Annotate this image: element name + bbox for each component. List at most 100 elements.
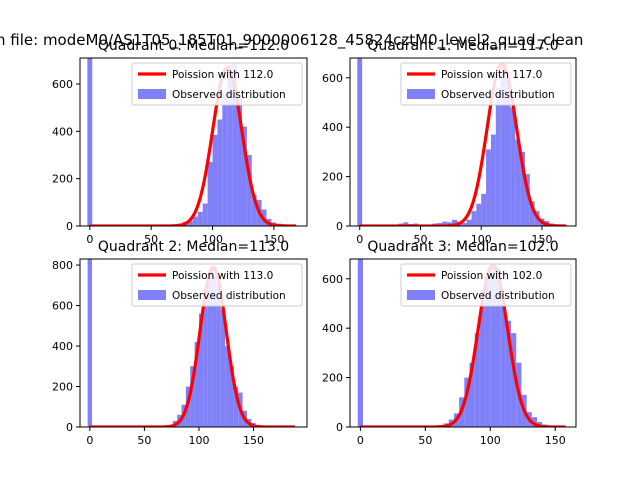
quadrant-1-histogram-bar bbox=[529, 201, 535, 226]
quadrant-1-histogram-bar bbox=[466, 219, 472, 226]
quadrant-1-histogram-bar bbox=[495, 87, 501, 226]
quadrant-0-histogram-bar bbox=[197, 211, 203, 226]
quadrant-2-ytick-label: 800 bbox=[52, 259, 73, 272]
quadrant-3-xtick-label: 100 bbox=[480, 434, 501, 447]
quadrant-3-ytick-label: 200 bbox=[322, 372, 343, 385]
quadrant-1-xtick-label: 100 bbox=[471, 233, 492, 246]
quadrant-1-legend-label-observed: Observed distribution bbox=[441, 89, 555, 101]
quadrant-2-histogram-bar bbox=[233, 386, 239, 427]
quadrant-2-histogram-bar bbox=[216, 285, 221, 427]
quadrant-0-histogram-bar bbox=[212, 134, 218, 226]
quadrant-2-legend-bar-swatch bbox=[138, 290, 166, 300]
quadrant-0-ytick-label: 200 bbox=[52, 173, 73, 186]
quadrant-1-histogram-bar bbox=[500, 62, 506, 226]
quadrant-3-xtick-label: 0 bbox=[357, 434, 364, 447]
quadrant-1-histogram-bar bbox=[452, 219, 457, 226]
quadrant-0-legend-label-poisson: Poission with 112.0 bbox=[172, 69, 273, 81]
quadrant-1-legend-box bbox=[400, 62, 572, 106]
quadrant-1-xtick-label: 0 bbox=[356, 233, 363, 246]
quadrant-1-title: Quadrant 1: Median=117.0 bbox=[367, 38, 558, 54]
quadrant-1-plot-area bbox=[357, 58, 568, 226]
quadrant-0-histogram-bar bbox=[237, 98, 242, 226]
quadrant-2-histogram-bar bbox=[207, 273, 213, 427]
quadrant-0-title: Quadrant 0: Median=112.0 bbox=[98, 38, 289, 54]
quadrant-0-histogram-bar bbox=[187, 220, 193, 226]
quadrant-3-title: Quadrant 3: Median=102.0 bbox=[367, 239, 558, 255]
quadrant-3-legend-label-poisson: Poission with 102.0 bbox=[441, 270, 542, 282]
quadrant-1-histogram-bar bbox=[461, 223, 467, 226]
quadrant-0-xtick-label: 100 bbox=[202, 233, 223, 246]
quadrant-3-histogram-bar bbox=[531, 417, 538, 427]
quadrant-2-ytick-label: 600 bbox=[52, 300, 73, 313]
quadrant-0-histogram-bar bbox=[222, 93, 228, 226]
quadrant-3-histogram-bar bbox=[474, 333, 480, 427]
quadrant-1-histogram-bar bbox=[476, 203, 482, 226]
quadrant-3-ytick-label: 600 bbox=[322, 273, 343, 286]
quadrant-3-histogram-bar bbox=[479, 303, 486, 427]
quadrant-2-legend-box bbox=[131, 263, 303, 307]
quadrant-1-histogram-bar bbox=[403, 222, 409, 226]
quadrant-2-histogram-bar bbox=[212, 267, 217, 427]
quadrant-2-legend-label-poisson: Poission with 113.0 bbox=[172, 270, 273, 282]
quadrant-1-ytick-label: 600 bbox=[322, 72, 343, 85]
quadrant-0-histogram-bar bbox=[241, 126, 247, 226]
quadrant-1-legend-bar-swatch bbox=[407, 89, 435, 99]
quadrant-3-histogram-bar bbox=[357, 259, 363, 427]
quadrant-0-histogram-bar bbox=[217, 119, 223, 226]
quadrant-3-histogram-bar bbox=[495, 268, 501, 427]
quadrant-3-histogram-bar bbox=[500, 303, 506, 427]
quadrant-2-histogram-bar bbox=[194, 341, 199, 427]
quadrant-1-ytick-label: 0 bbox=[336, 220, 343, 233]
quadrant-2-xtick-label: 100 bbox=[188, 434, 209, 447]
quadrant-1-histogram-bar bbox=[524, 174, 530, 226]
quadrant-3-xtick-label: 50 bbox=[418, 434, 432, 447]
quadrant-2-histogram-bar bbox=[229, 366, 234, 427]
quadrant-0-ytick-label: 600 bbox=[52, 78, 73, 91]
quadrant-2-legend: Poission with 113.0 Observed distribution bbox=[131, 263, 303, 307]
quadrant-0-xtick-label: 150 bbox=[263, 233, 284, 246]
quadrant-1-ytick-label: 400 bbox=[322, 121, 343, 134]
quadrant-0-poisson-curve bbox=[88, 66, 297, 226]
quadrant-1-xtick-label: 150 bbox=[531, 233, 552, 246]
quadrant-1-histogram-bar bbox=[486, 149, 491, 226]
quadrant-1-histogram-bar bbox=[515, 139, 521, 226]
quadrant-3-ytick-label: 400 bbox=[322, 322, 343, 335]
quadrant-3-histogram-bar bbox=[511, 333, 517, 427]
quadrant-2-ytick-label: 0 bbox=[66, 421, 73, 434]
quadrant-0-histogram-bar bbox=[246, 155, 252, 226]
quadrant-3-panel: 0 50 100 150 0 200 400 600 Quadrant 3: Median=10… bbox=[322, 239, 577, 447]
quadrant-3-legend-label-observed: Observed distribution bbox=[441, 290, 555, 302]
quadrant-2-xtick-label: 150 bbox=[243, 434, 264, 447]
quadrant-0-ytick-label: 400 bbox=[52, 125, 73, 138]
quadrant-2-xtick-label: 0 bbox=[86, 434, 93, 447]
quadrant-0-xtick-label: 0 bbox=[86, 233, 93, 246]
quadrant-3-axes-frame bbox=[349, 258, 577, 428]
quadrant-1-histogram-bar bbox=[481, 193, 487, 226]
quadrant-3-legend-bar-swatch bbox=[407, 290, 435, 300]
quadrant-3-histogram-bar bbox=[469, 362, 475, 427]
quadrant-0-legend-bar-swatch bbox=[138, 89, 166, 99]
quadrant-3-histogram-bar bbox=[485, 278, 491, 427]
quadrant-3-histogram-bar bbox=[505, 320, 512, 427]
quadrant-3-ytick-label: 0 bbox=[336, 421, 343, 434]
quadrant-0-legend-label-observed: Observed distribution bbox=[172, 89, 286, 101]
quadrant-2-histogram-bar bbox=[87, 259, 93, 427]
quadrant-1-xtick-label: 50 bbox=[413, 233, 427, 246]
quadrant-2-histogram-bar bbox=[190, 366, 195, 427]
quadrant-0-histogram-bar bbox=[232, 62, 238, 226]
quadrant-2-legend-label-observed: Observed distribution bbox=[172, 290, 286, 302]
quadrant-2-panel: 0 50 100 150 0 200 400 600 800 Quadrant 2: Median… bbox=[52, 239, 308, 447]
quadrant-2-xtick-label: 50 bbox=[137, 434, 151, 447]
quadrant-1-histogram-bar bbox=[490, 134, 496, 226]
quadrant-2-ytick-label: 400 bbox=[52, 340, 73, 353]
quadrant-1-histogram-bar bbox=[520, 151, 525, 226]
quadrant-1-ytick-label: 200 bbox=[322, 171, 343, 184]
quadrant-3-legend: Poission with 102.0 Observed distribution bbox=[400, 263, 572, 307]
quadrant-1-legend-label-poisson: Poission with 117.0 bbox=[441, 69, 542, 81]
quadrant-2-title: Quadrant 2: Median=113.0 bbox=[98, 239, 289, 255]
quadrant-2-histogram-bar bbox=[225, 346, 230, 427]
quadrant-1-panel: 0 50 100 150 0 200 400 600 Quadrant 1: Median=11… bbox=[322, 38, 577, 246]
quadrant-1-histogram-bar bbox=[510, 107, 516, 226]
quadrant-1-axes-frame bbox=[349, 57, 577, 227]
quadrant-2-ytick-label: 200 bbox=[52, 381, 73, 394]
